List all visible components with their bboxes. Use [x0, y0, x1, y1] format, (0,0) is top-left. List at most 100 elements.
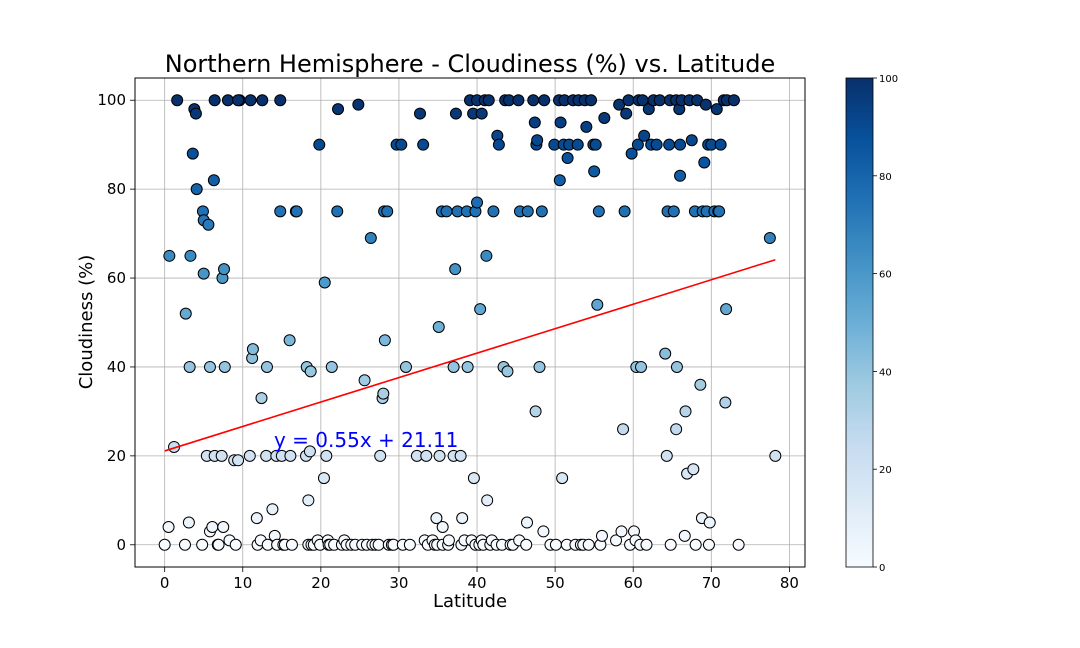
data-point [763, 232, 776, 245]
regression-line [164, 258, 776, 452]
data-point [492, 138, 505, 151]
data-point [260, 449, 273, 462]
x-tick-label: 60 [624, 574, 643, 592]
data-point [178, 538, 191, 551]
data-point [232, 454, 245, 467]
data-point [535, 205, 548, 218]
data-point [449, 263, 462, 276]
plot-frame [134, 77, 806, 568]
data-point [171, 94, 184, 107]
data-point [713, 205, 726, 218]
data-point [290, 205, 303, 218]
data-point [432, 320, 445, 333]
data-point [549, 538, 562, 551]
x-tick-label: 30 [389, 574, 408, 592]
data-point [528, 116, 541, 129]
data-point [454, 449, 467, 462]
data-point [710, 103, 723, 116]
data-point [304, 365, 317, 378]
data-point [206, 520, 219, 533]
data-point [537, 525, 550, 538]
data-point [433, 449, 446, 462]
data-point [461, 360, 474, 373]
data-point [244, 94, 257, 107]
data-point [610, 534, 623, 547]
data-point [467, 472, 480, 485]
data-point [622, 94, 635, 107]
x-axis: 0 10 20 30 40 50 60 70 80 [160, 567, 799, 592]
x-tick-label: 20 [311, 574, 330, 592]
data-points [158, 94, 782, 551]
y-axis: 0 20 40 60 80 100 [97, 91, 135, 554]
regression [164, 258, 776, 452]
colorbar-tick-label: 60 [879, 270, 892, 281]
data-point [377, 387, 390, 400]
colorbar-tick-label: 0 [879, 563, 885, 574]
data-point [471, 196, 484, 209]
data-point [162, 520, 175, 533]
data-point [659, 347, 672, 360]
data-point [218, 360, 231, 373]
data-point [674, 138, 687, 151]
data-point [285, 538, 298, 551]
data-point [620, 107, 633, 120]
data-point [679, 405, 692, 418]
data-point [184, 249, 197, 262]
data-point [595, 529, 608, 542]
data-point [266, 503, 279, 516]
data-point [660, 449, 673, 462]
data-point [592, 205, 605, 218]
data-point [618, 205, 631, 218]
data-point [538, 94, 551, 107]
colorbar-tick-label: 100 [879, 74, 898, 85]
colorbar-tick-label: 80 [879, 172, 892, 183]
data-point [207, 174, 220, 187]
data-point [190, 183, 203, 196]
regression-equation: y = 0.55x + 21.11 [274, 428, 458, 452]
data-point [727, 94, 740, 107]
x-tick-label: 40 [467, 574, 486, 592]
data-point [501, 365, 514, 378]
data-point [482, 94, 495, 107]
data-point [447, 360, 460, 373]
data-point [512, 94, 525, 107]
data-point [635, 360, 648, 373]
data-point [475, 107, 488, 120]
data-point [487, 205, 500, 218]
data-point [714, 138, 727, 151]
data-point [638, 129, 651, 142]
data-point [179, 307, 192, 320]
data-point [685, 134, 698, 147]
x-tick-label: 0 [160, 574, 170, 592]
data-point [203, 360, 216, 373]
data-point [699, 98, 712, 111]
data-point [689, 538, 702, 551]
data-point [158, 538, 171, 551]
colorbar-tick-label: 20 [879, 465, 892, 476]
data-point [703, 516, 716, 529]
data-point [553, 174, 566, 187]
data-point [640, 538, 653, 551]
colorbar-gradient [845, 77, 874, 568]
data-point [664, 538, 677, 551]
data-point [302, 494, 315, 507]
data-point [395, 138, 408, 151]
data-point [352, 98, 365, 111]
data-point [474, 303, 487, 316]
data-point [303, 445, 316, 458]
data-point [414, 107, 427, 120]
data-point [320, 449, 333, 462]
data-point [196, 538, 209, 551]
x-axis-label: Latitude [433, 591, 507, 612]
data-point [417, 138, 430, 151]
data-point [399, 360, 412, 373]
data-point [283, 334, 296, 347]
data-point [256, 94, 269, 107]
data-point [670, 423, 683, 436]
data-point [521, 516, 534, 529]
data-point [527, 94, 540, 107]
data-point [480, 249, 493, 262]
y-axis-label: Cloudiness (%) [76, 255, 97, 390]
data-point [529, 405, 542, 418]
data-point [533, 360, 546, 373]
